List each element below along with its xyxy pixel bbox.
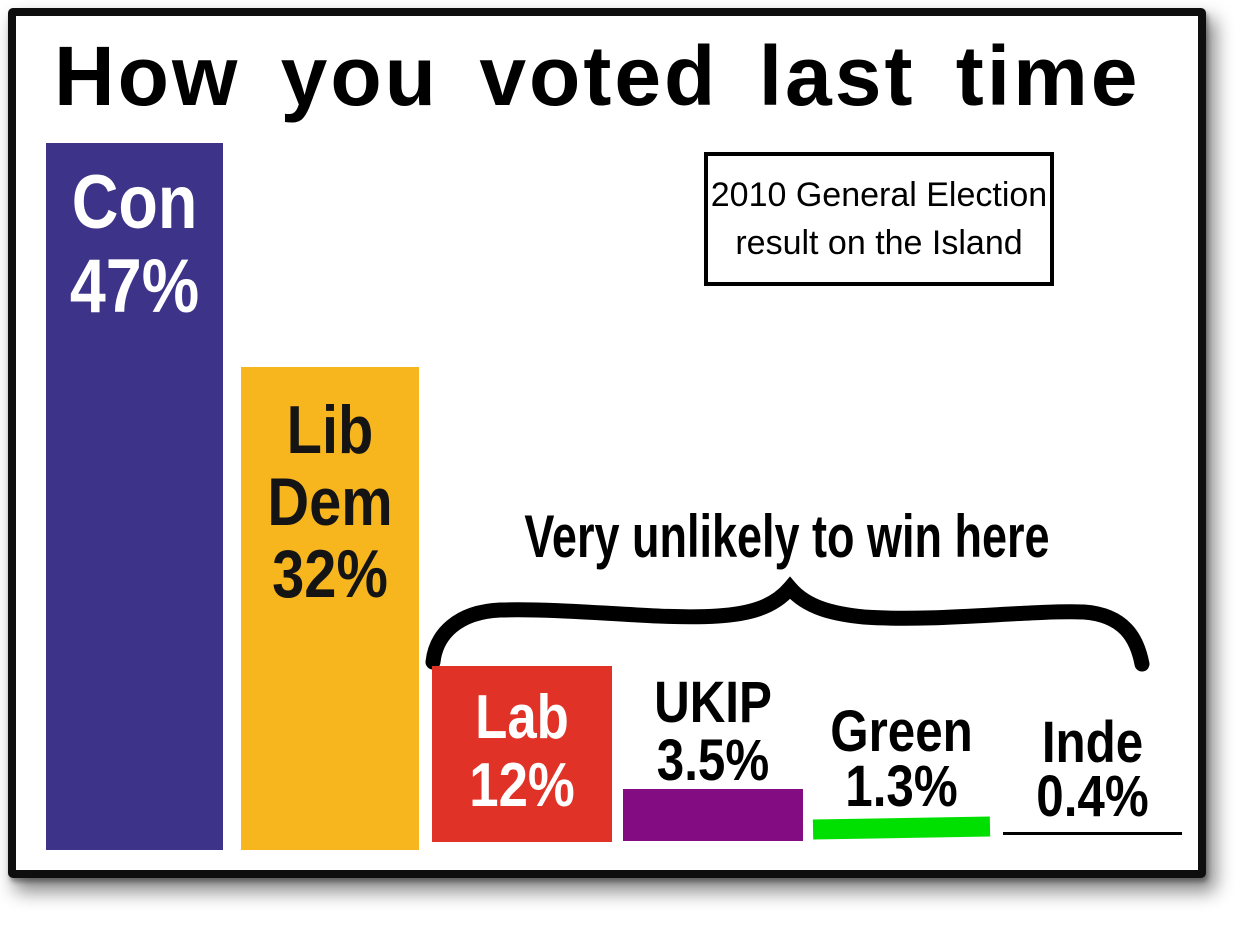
bar-ukip-label: UKIP 3.5% (623, 674, 803, 790)
bar-value-line: 12% (469, 751, 575, 820)
bar-value-line: 32% (272, 536, 388, 612)
bar-ukip (623, 789, 803, 841)
bar-value-line: 47% (69, 244, 200, 329)
annotation-label: Very unlikely to win here (524, 503, 1050, 570)
bar-green (812, 816, 991, 840)
bar-label-line: Green (830, 699, 973, 764)
bar-label-line: Lib (286, 392, 374, 468)
bar-value-line: 0.4% (1036, 764, 1149, 829)
bar-libdem-label: Lib Dem 32% (241, 394, 419, 610)
bar-lab: Lab 12% (432, 666, 612, 842)
note-line-1: 2010 General Election (710, 176, 1048, 214)
bar-label-line: UKIP (654, 670, 772, 735)
bar-label-line: Inde (1041, 710, 1144, 775)
bar-label-line: Dem (267, 464, 393, 540)
bar-value-line: 1.3% (845, 754, 958, 819)
chart-title: How you voted last time (54, 29, 1141, 123)
bar-label-line: Lab (475, 683, 569, 752)
bar-value-line: 3.5% (656, 728, 770, 793)
bar-con-label: Con 47% (46, 161, 223, 329)
infographic-card: How you voted last time 2010 General Ele… (8, 8, 1206, 878)
bar-label-line: Con (71, 160, 198, 245)
bar-lab-label: Lab 12% (432, 684, 612, 820)
bar-inde (1003, 832, 1182, 835)
bar-green-label: Green 1.3% (813, 699, 990, 819)
note-line-2: result on the Island (735, 224, 1023, 262)
bar-inde-label: Inde 0.4% (1003, 710, 1182, 829)
note-box: 2010 General Election result on the Isla… (704, 152, 1054, 286)
bar-libdem: Lib Dem 32% (241, 367, 419, 850)
bar-con: Con 47% (46, 143, 223, 850)
